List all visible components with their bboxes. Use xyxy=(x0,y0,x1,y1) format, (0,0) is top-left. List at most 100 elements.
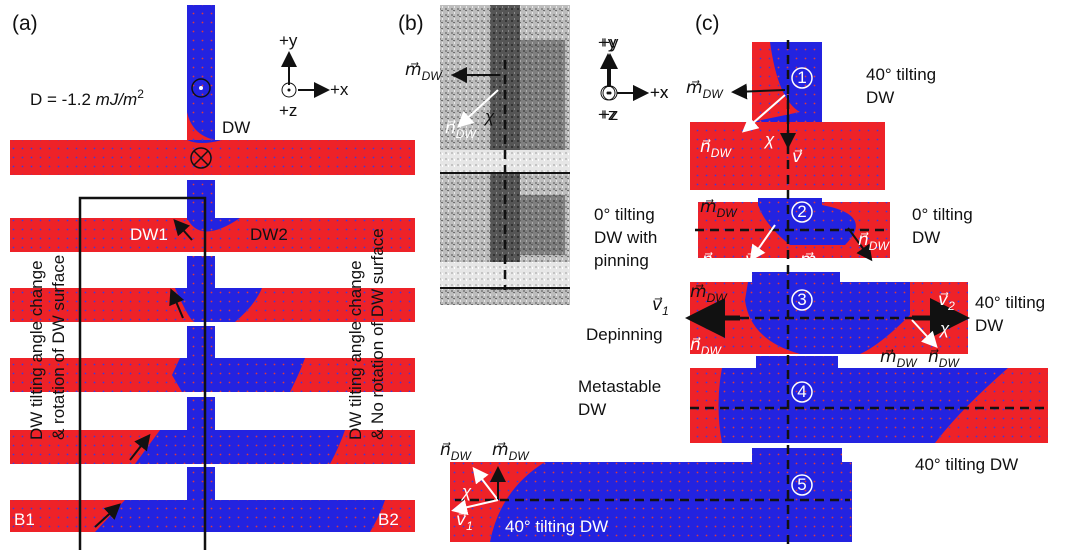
symbol: m⃗ xyxy=(405,60,422,79)
note: DW tilting angle change xyxy=(346,260,365,440)
vector-label: v⃗1 xyxy=(652,295,669,318)
parameter: D = -1.2 mJ/m2 xyxy=(30,87,144,109)
stem xyxy=(752,272,840,284)
symbol: m⃗ xyxy=(686,78,703,97)
vector xyxy=(741,94,786,133)
micrograph xyxy=(520,40,565,150)
subscript: DW xyxy=(717,206,739,220)
symbol: m⃗ xyxy=(492,440,509,459)
vector-label: m⃗DW xyxy=(690,282,728,305)
subscript: DW xyxy=(456,127,478,141)
vector-label: n⃗DW xyxy=(702,250,734,273)
subscript: DW xyxy=(422,69,444,83)
dw1-label: DW1 xyxy=(130,225,168,244)
parameter-exp: 2 xyxy=(137,87,144,101)
vector-label: n⃗DW xyxy=(690,335,722,358)
angle: χ xyxy=(938,319,950,338)
subscript: DW xyxy=(869,239,891,253)
angle: χ xyxy=(483,107,495,126)
subscript: DW xyxy=(713,259,735,273)
vector xyxy=(451,499,499,516)
axis-label: +y xyxy=(598,33,617,52)
micrograph xyxy=(520,195,565,255)
subscript: 1 xyxy=(466,519,473,533)
note: DW xyxy=(975,316,1003,335)
angle: χ xyxy=(460,482,472,501)
b1-label: B1 xyxy=(14,510,35,529)
step-number: 1 xyxy=(797,68,806,87)
note: & No rotation of DW surface xyxy=(368,228,387,440)
domain xyxy=(745,282,910,354)
panel-c: (c) 1 2 3 4 5 40° tilting DW 0° tilting DW w… xyxy=(440,12,1048,545)
subscript: DW xyxy=(703,87,725,101)
dw2-label: DW2 xyxy=(250,225,288,244)
vector xyxy=(847,227,873,262)
parameter-unit: mJ/m xyxy=(96,90,138,109)
angle: χ xyxy=(763,130,775,149)
subscript: DW xyxy=(509,449,531,463)
axis-label: +y xyxy=(600,33,619,52)
dw-label: DW xyxy=(222,118,250,137)
symbol: n⃗ xyxy=(928,347,939,366)
step-marker xyxy=(791,201,813,223)
stem xyxy=(187,5,215,143)
vector xyxy=(472,466,499,501)
axes: +y +x +z xyxy=(279,31,349,120)
vector-label: m⃗DW xyxy=(800,250,838,273)
out-symbol xyxy=(199,86,203,90)
stem xyxy=(752,448,842,464)
note: 40° tilting DW xyxy=(915,455,1018,474)
symbol: v⃗ xyxy=(652,295,663,314)
subscript: DW xyxy=(707,291,729,305)
axis-label: +x xyxy=(650,83,669,102)
stem xyxy=(756,356,838,370)
vector-label: m⃗DW xyxy=(686,78,724,101)
note: 0° tilting xyxy=(912,205,973,224)
axis-label: +y xyxy=(279,31,298,50)
vector-label: n⃗DW xyxy=(445,118,477,141)
symbol: v⃗ xyxy=(745,250,756,269)
note: & rotation of DW surface xyxy=(49,255,68,440)
subscript: DW xyxy=(711,146,733,160)
axis-label: +x xyxy=(650,83,669,102)
parameter-text: D = -1.2 xyxy=(30,90,96,109)
b2-label: B2 xyxy=(378,510,399,529)
row xyxy=(10,180,415,252)
symbol: m⃗ xyxy=(800,250,817,269)
vector-label: m⃗DW xyxy=(405,60,443,83)
axis-label: +z xyxy=(598,105,616,124)
micrograph xyxy=(440,150,570,172)
axis-label: +x xyxy=(330,80,349,99)
row xyxy=(10,256,415,322)
panel-b: (b) m⃗DW n⃗DW χ +y +x +z xyxy=(398,5,669,305)
vector-label: v⃗2 xyxy=(938,290,955,313)
symbol: n⃗ xyxy=(690,335,701,354)
row xyxy=(10,397,415,464)
vector-label: m⃗DW xyxy=(700,197,738,220)
note: pinning xyxy=(594,251,649,270)
out-symbol xyxy=(191,78,211,98)
symbol: v⃗ xyxy=(872,257,883,276)
subscript: 2 xyxy=(881,266,889,280)
step-number: 3 xyxy=(797,290,806,309)
vector-label: v⃗1 xyxy=(456,510,473,533)
note: 40° tilting xyxy=(866,65,936,84)
panel-label: (a) xyxy=(12,12,38,35)
step-number: 2 xyxy=(797,202,806,221)
subscript: DW xyxy=(451,449,473,463)
vector-label: v⃗ xyxy=(792,147,803,166)
axes xyxy=(600,53,649,101)
subscript: 1 xyxy=(755,259,762,273)
note: 40° tilting xyxy=(975,293,1045,312)
vector-label: m⃗DW xyxy=(492,440,530,463)
step-marker xyxy=(791,474,813,496)
domain xyxy=(718,368,1008,443)
vector-label: v⃗2 xyxy=(872,257,889,280)
subscript: DW xyxy=(817,259,839,273)
vector-label: n⃗DW xyxy=(858,230,890,253)
note: DW with xyxy=(594,228,657,247)
symbol: v⃗ xyxy=(456,510,467,529)
symbol: n⃗ xyxy=(702,250,713,269)
panel-label: (b) xyxy=(398,12,424,35)
